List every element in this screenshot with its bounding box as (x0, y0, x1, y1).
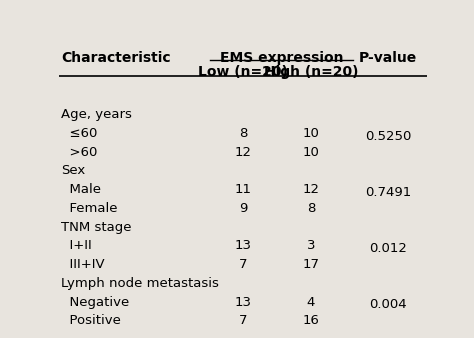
Text: Male: Male (61, 183, 101, 196)
Text: 13: 13 (235, 239, 251, 252)
Text: Low (n=20): Low (n=20) (198, 65, 288, 79)
Text: 4: 4 (307, 296, 315, 309)
Text: 8: 8 (307, 202, 315, 215)
Text: 0.7491: 0.7491 (365, 186, 411, 199)
Text: 11: 11 (235, 183, 251, 196)
Text: 0.004: 0.004 (369, 298, 407, 312)
Text: 7: 7 (239, 258, 247, 271)
Text: 9: 9 (239, 202, 247, 215)
Text: 10: 10 (302, 127, 319, 140)
Text: I+II: I+II (61, 239, 92, 252)
Text: Female: Female (61, 202, 118, 215)
Text: Age, years: Age, years (61, 108, 132, 121)
Text: 8: 8 (239, 127, 247, 140)
Text: Negative: Negative (61, 296, 129, 309)
Text: Sex: Sex (61, 165, 85, 177)
Text: 17: 17 (302, 258, 319, 271)
Text: P-value: P-value (359, 51, 417, 65)
Text: EMS expression: EMS expression (220, 51, 343, 65)
Text: III+IV: III+IV (61, 258, 105, 271)
Text: 12: 12 (235, 146, 251, 159)
Text: Characteristic: Characteristic (61, 51, 171, 65)
Text: 16: 16 (302, 314, 319, 328)
Text: 12: 12 (302, 183, 319, 196)
Text: 10: 10 (302, 146, 319, 159)
Text: High (n=20): High (n=20) (264, 65, 358, 79)
Text: 13: 13 (235, 296, 251, 309)
Text: 7: 7 (239, 314, 247, 328)
Text: ≤60: ≤60 (61, 127, 98, 140)
Text: Positive: Positive (61, 314, 121, 328)
Text: >60: >60 (61, 146, 98, 159)
Text: 3: 3 (307, 239, 315, 252)
Text: 0.5250: 0.5250 (365, 130, 411, 143)
Text: 0.012: 0.012 (369, 242, 407, 255)
Text: Lymph node metastasis: Lymph node metastasis (61, 277, 219, 290)
Text: TNM stage: TNM stage (61, 221, 132, 234)
